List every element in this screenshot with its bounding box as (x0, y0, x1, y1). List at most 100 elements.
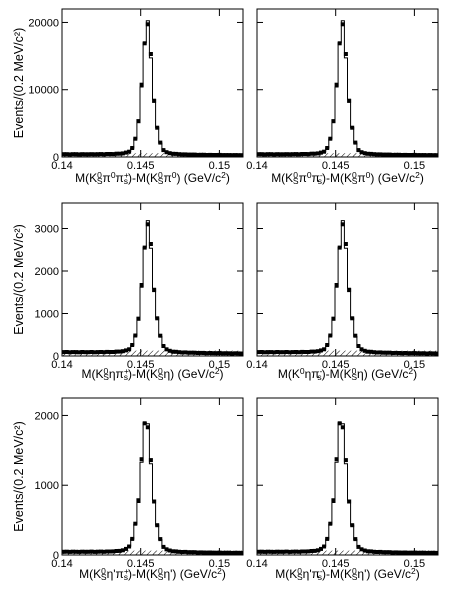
data-point (211, 550, 216, 555)
data-point (130, 536, 135, 541)
data-point (198, 350, 203, 355)
data-point (418, 153, 423, 158)
data-point (220, 351, 225, 356)
data-point (325, 146, 330, 150)
x-tick-label: 0.145 (127, 160, 155, 172)
data-point (77, 350, 82, 355)
data-point (403, 550, 408, 555)
data-point (353, 537, 358, 542)
data-point (272, 152, 277, 157)
data-point (158, 537, 163, 542)
data-point (99, 152, 103, 157)
data-point (124, 546, 128, 551)
data-point (343, 52, 348, 56)
data-point (322, 347, 327, 352)
data-point (170, 151, 175, 156)
data-point (434, 153, 439, 158)
data-point (192, 350, 197, 355)
data-point (418, 351, 423, 356)
data-point (180, 350, 185, 355)
data-point (64, 549, 69, 554)
data-point (158, 140, 163, 145)
data-point (403, 351, 408, 355)
x-axis-label-part: ) (GeV/c (170, 367, 215, 381)
data-point (281, 549, 286, 554)
data-point (148, 458, 153, 463)
data-point (89, 549, 94, 554)
data-point (127, 149, 132, 154)
x-axis-label-part: )-M(K (322, 567, 352, 581)
data-point (136, 499, 141, 503)
data-point (368, 151, 373, 156)
plot-frame (256, 202, 439, 357)
x-axis-label-part: S (97, 176, 103, 186)
data-point (384, 350, 389, 355)
data-point (127, 347, 132, 352)
data-point (375, 152, 380, 157)
data-point (372, 549, 376, 554)
chart-panel: 0.14 0.145 0.15M(K0 Sη'π-s)-M(K0 Sη') (GeV/c… (246, 397, 439, 582)
x-axis-label-part: η (357, 367, 364, 381)
data-point (328, 136, 333, 141)
data-point (393, 350, 398, 355)
data-point (425, 153, 430, 158)
data-point (425, 351, 430, 356)
x-axis-label-part: ) (413, 367, 417, 381)
data-point (83, 152, 88, 157)
data-point (167, 348, 172, 353)
data-point (223, 550, 228, 555)
data-point (108, 350, 113, 354)
x-tick-label: 0.145 (322, 359, 350, 371)
data-point (202, 152, 206, 157)
data-point (108, 152, 113, 156)
data-point (145, 222, 150, 227)
data-point (359, 347, 364, 352)
x-axis-label-part: S (158, 572, 164, 582)
data-point (256, 350, 261, 355)
data-point (393, 152, 398, 157)
data-point (275, 350, 280, 354)
x-axis-label-part: π (103, 171, 111, 185)
data-point (319, 546, 323, 551)
data-point (372, 152, 376, 157)
x-axis-label-part: π (357, 171, 365, 185)
y-axis-label: Events/(0.2 MeV/c²) (12, 28, 26, 138)
data-point (189, 550, 194, 555)
data-point (161, 148, 166, 153)
data-point (80, 350, 85, 354)
y-tick-label: 10000 (28, 85, 59, 97)
data-point (133, 521, 138, 526)
data-point (208, 550, 213, 555)
data-point (378, 350, 383, 355)
data-point (64, 350, 69, 354)
data-point (272, 549, 277, 554)
data-point (74, 152, 78, 157)
x-axis-label-part: S (103, 372, 109, 382)
data-point (331, 499, 336, 503)
x-tick-label: 0.15 (404, 359, 425, 371)
data-point (111, 152, 116, 157)
data-point (205, 550, 210, 555)
data-point (262, 549, 267, 554)
data-point (102, 350, 107, 355)
data-point (189, 152, 194, 157)
data-point (108, 549, 113, 554)
data-point (322, 544, 327, 549)
data-point (353, 140, 358, 145)
data-point (269, 152, 273, 157)
data-point (315, 349, 320, 354)
data-point (183, 549, 188, 554)
data-point (281, 350, 286, 355)
data-point (397, 351, 401, 355)
data-point (239, 550, 244, 555)
plot-frame (61, 202, 244, 357)
x-axis-label-part: M(K (75, 171, 97, 185)
data-point (177, 549, 181, 554)
x-axis-label-part: 0 (352, 566, 357, 576)
x-tick-label: 0.145 (322, 160, 350, 172)
data-point (74, 549, 78, 554)
x-axis-label-part: 0 (297, 566, 302, 576)
x-tick-label: 0.14 (246, 160, 267, 172)
data-point (275, 152, 280, 157)
